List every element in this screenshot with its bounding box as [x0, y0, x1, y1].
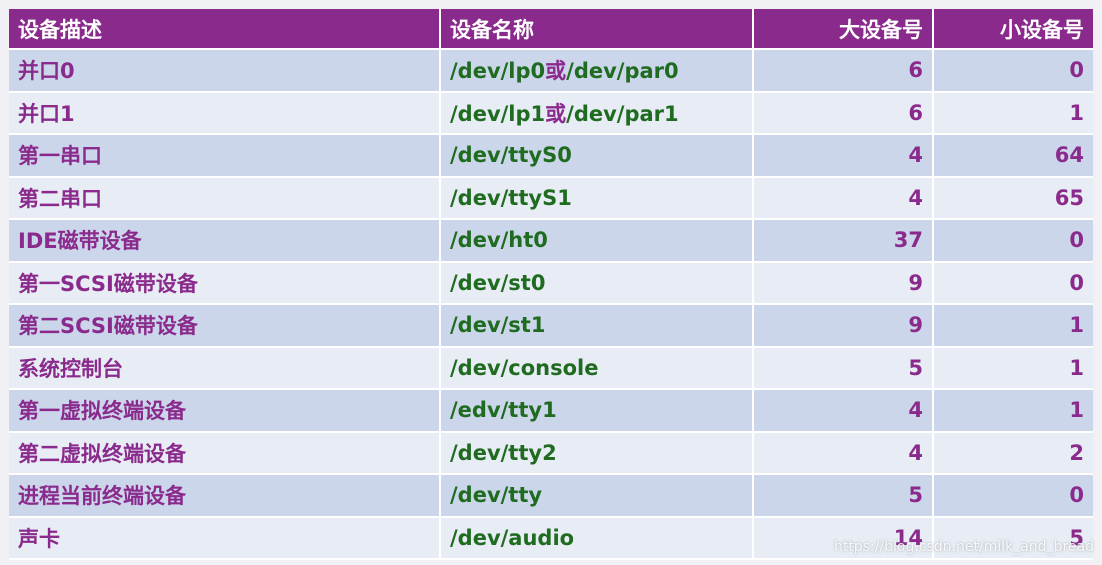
cell-minor-number: 2 — [933, 431, 1093, 475]
device-path: /dev/lp0 — [450, 59, 546, 84]
cell-minor-number: 1 — [933, 304, 1093, 348]
cell-minor-number: 65 — [933, 176, 1093, 220]
watermark: https://blog.csdn.net/milk_and_bread — [833, 539, 1094, 555]
cell-minor-number: 0 — [933, 261, 1093, 305]
cell-minor-number: 1 — [933, 389, 1093, 433]
cell-device-name: /dev/ttyS0 — [440, 134, 754, 178]
table-row: 第二虚拟终端设备/dev/tty2 4 2 — [9, 431, 1093, 475]
device-path: /dev/tty — [450, 483, 543, 508]
cell-description: 并口0 — [9, 49, 441, 93]
cell-description: 声卡 — [9, 516, 441, 560]
table-row: 并口1/dev/lp1或/dev/par1 6 1 — [9, 91, 1093, 135]
cell-device-name: /dev/tty2 — [440, 431, 754, 475]
table-row: 第二SCSI磁带设备/dev/st1 9 1 — [9, 304, 1093, 348]
cell-description: 第二串口 — [9, 176, 441, 220]
device-path: /dev/ttyS1 — [450, 185, 572, 210]
cell-major-number: 9 — [753, 261, 934, 305]
header-row: 设备描述 设备名称 大设备号 小设备号 — [9, 9, 1093, 50]
cell-minor-number: 0 — [933, 49, 1093, 93]
cell-description: 第一串口 — [9, 134, 441, 178]
cell-minor-number: 0 — [933, 219, 1093, 263]
table-row: 第一SCSI磁带设备/dev/st0 9 0 — [9, 261, 1093, 305]
cell-device-name: /dev/console — [440, 346, 754, 390]
header-description: 设备描述 — [9, 9, 441, 50]
device-path: /dev/lp1 — [450, 101, 546, 126]
cell-description: 进程当前终端设备 — [9, 474, 441, 518]
cell-major-number: 6 — [753, 49, 934, 93]
device-path: /dev/st1 — [450, 313, 546, 338]
table-header: 设备描述 设备名称 大设备号 小设备号 — [9, 9, 1093, 50]
cell-description: 第一SCSI磁带设备 — [9, 261, 441, 305]
cell-device-name: /edv/tty1 — [440, 389, 754, 433]
cell-device-name: /dev/audio — [440, 516, 754, 560]
table-body: 并口0/dev/lp0或/dev/par0 6 0 并口1/dev/lp1或/dev/… — [9, 49, 1093, 560]
cell-major-number: 14 — [753, 516, 934, 560]
table-row: 声卡/dev/audio 14 5 — [9, 516, 1093, 560]
device-path: /dev/tty2 — [450, 440, 557, 465]
device-path: /edv/tty1 — [450, 398, 557, 423]
cell-device-name: /dev/lp1或/dev/par1 — [440, 91, 754, 135]
cell-device-name: /dev/ht0 — [440, 219, 754, 263]
device-number-table: 设备描述 设备名称 大设备号 小设备号 并口0/dev/lp0或/dev/par… — [9, 9, 1093, 560]
cell-minor-number: 64 — [933, 134, 1093, 178]
cell-minor-number: 1 — [933, 91, 1093, 135]
table-row: IDE磁带设备/dev/ht0 37 0 — [9, 219, 1093, 263]
cell-major-number: 5 — [753, 474, 934, 518]
device-path: /dev/ttyS0 — [450, 143, 572, 168]
cell-major-number: 4 — [753, 134, 934, 178]
cell-device-name: /dev/lp0或/dev/par0 — [440, 49, 754, 93]
cell-major-number: 4 — [753, 431, 934, 475]
cell-major-number: 37 — [753, 219, 934, 263]
table-row: 第二串口/dev/ttyS1 4 65 — [9, 176, 1093, 220]
cell-minor-number: 5 — [933, 516, 1093, 560]
device-path: /dev/st0 — [450, 270, 546, 295]
table-row: 第一虚拟终端设备/edv/tty1 4 1 — [9, 389, 1093, 433]
cell-major-number: 6 — [753, 91, 934, 135]
cell-major-number: 5 — [753, 346, 934, 390]
device-path-separator: 或 — [545, 101, 567, 126]
cell-description: 第二SCSI磁带设备 — [9, 304, 441, 348]
cell-description: 第一虚拟终端设备 — [9, 389, 441, 433]
cell-major-number: 4 — [753, 389, 934, 433]
cell-description: 并口1 — [9, 91, 441, 135]
cell-description: 系统控制台 — [9, 346, 441, 390]
cell-description: 第二虚拟终端设备 — [9, 431, 441, 475]
table-row: 系统控制台/dev/console 5 1 — [9, 346, 1093, 390]
header-major: 大设备号 — [753, 9, 934, 50]
cell-device-name: /dev/st1 — [440, 304, 754, 348]
device-path: /dev/console — [450, 355, 599, 380]
header-name: 设备名称 — [440, 9, 754, 50]
cell-device-name: /dev/tty — [440, 474, 754, 518]
table-row: 第一串口/dev/ttyS0 4 64 — [9, 134, 1093, 178]
device-path: /dev/ht0 — [450, 228, 548, 253]
cell-device-name: /dev/st0 — [440, 261, 754, 305]
device-path-alt: /dev/par1 — [566, 101, 679, 126]
table-row: 进程当前终端设备/dev/tty 5 0 — [9, 474, 1093, 518]
header-minor: 小设备号 — [933, 9, 1093, 50]
cell-device-name: /dev/ttyS1 — [440, 176, 754, 220]
cell-description: IDE磁带设备 — [9, 219, 441, 263]
device-path: /dev/audio — [450, 525, 575, 550]
table-row: 并口0/dev/lp0或/dev/par0 6 0 — [9, 49, 1093, 93]
device-path-alt: /dev/par0 — [566, 59, 679, 84]
cell-minor-number: 0 — [933, 474, 1093, 518]
cell-minor-number: 1 — [933, 346, 1093, 390]
cell-major-number: 4 — [753, 176, 934, 220]
cell-major-number: 9 — [753, 304, 934, 348]
device-path-separator: 或 — [545, 59, 567, 84]
